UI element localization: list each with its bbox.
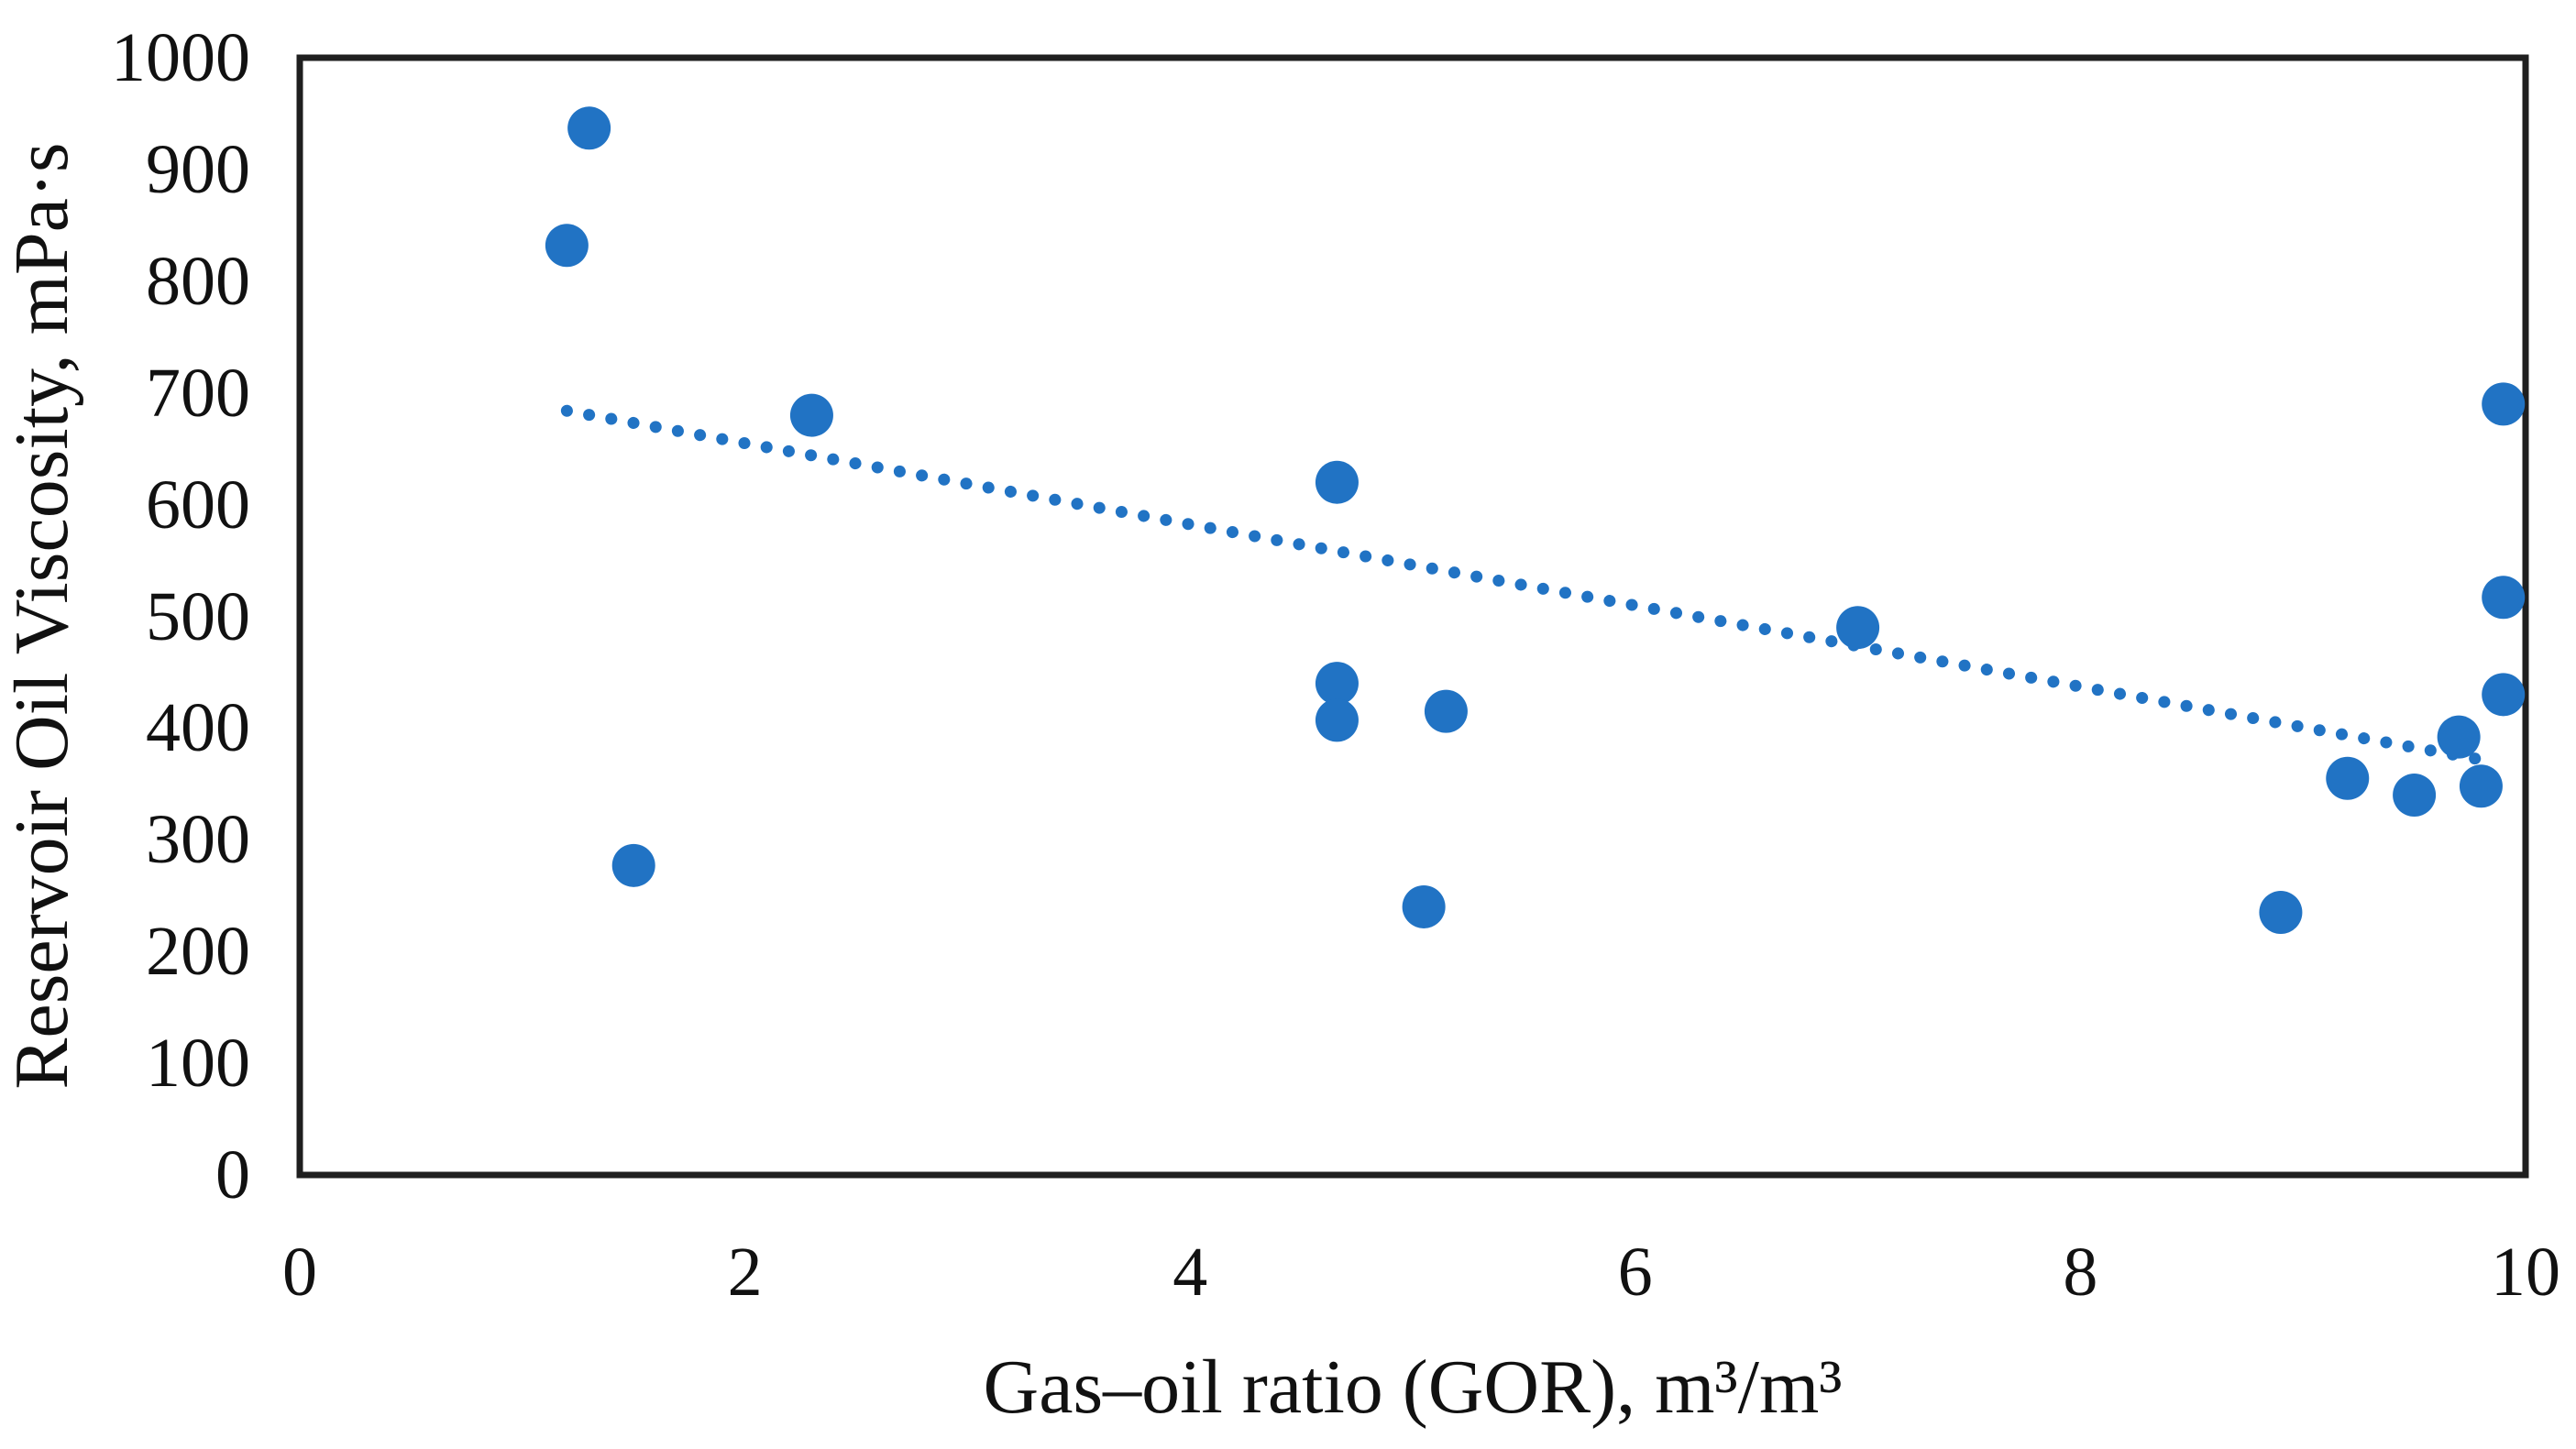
data-point [2259, 891, 2303, 935]
plot-area-border [296, 54, 2529, 1179]
y-tick-label: 400 [146, 689, 250, 767]
x-tick-label: 2 [727, 1234, 763, 1311]
y-tick-label: 900 [146, 130, 250, 208]
data-point [611, 843, 655, 887]
y-tick-label: 100 [146, 1025, 250, 1103]
data-point [567, 106, 611, 150]
y-tick-label: 500 [146, 577, 250, 655]
data-point [2482, 673, 2526, 717]
y-tick-label: 200 [146, 913, 250, 991]
data-point [1315, 698, 1359, 742]
x-tick-label: 0 [282, 1234, 317, 1311]
data-point [2482, 382, 2526, 426]
x-tick-label: 6 [1617, 1234, 1653, 1311]
y-tick-label: 300 [146, 801, 250, 879]
x-tick-label: 10 [2491, 1234, 2560, 1311]
data-point [2393, 774, 2437, 818]
data-point [545, 224, 589, 268]
data-point [2437, 715, 2481, 759]
data-points-group [545, 106, 2526, 935]
y-tick-label: 800 [146, 242, 250, 320]
y-tick-label: 600 [146, 466, 250, 543]
x-tick-label: 8 [2063, 1234, 2098, 1311]
data-point [1315, 662, 1359, 706]
data-point [1836, 606, 1880, 650]
y-tick-label: 1000 [111, 19, 250, 96]
data-point [1424, 689, 1468, 733]
x-axis-title: Gas–oil ratio (GOR), m³/m³ [983, 1345, 1843, 1430]
y-tick-label: 700 [146, 354, 250, 432]
y-tick-label: 0 [215, 1136, 250, 1213]
data-point [1402, 884, 1446, 928]
data-point [789, 393, 833, 437]
x-tick-label: 4 [1172, 1234, 1208, 1311]
data-point [2482, 576, 2526, 620]
y-axis-title: Reservoir Oil Viscosity, mPa·s [0, 142, 84, 1090]
dotted-trendline [560, 404, 2492, 767]
data-point [2326, 756, 2370, 800]
data-point [2459, 764, 2503, 808]
data-point [1315, 460, 1359, 504]
